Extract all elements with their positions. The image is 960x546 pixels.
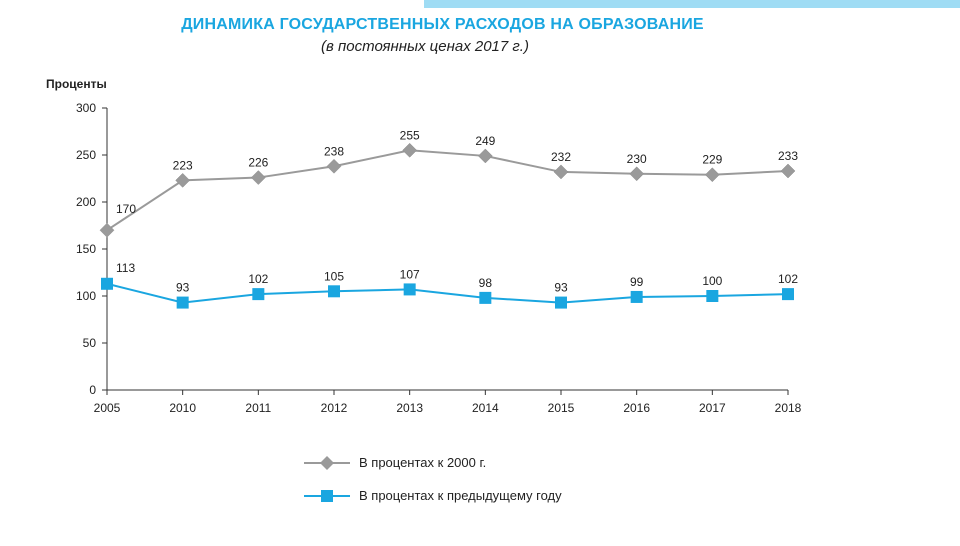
data-label: 105 [324, 269, 344, 283]
square-marker [176, 296, 189, 309]
y-tick-label: 150 [76, 242, 96, 256]
data-label: 230 [627, 152, 647, 166]
x-tick-label: 2005 [94, 401, 121, 415]
square-marker [782, 288, 794, 301]
y-tick-label: 100 [76, 289, 96, 303]
diamond-marker [704, 167, 720, 183]
data-label: 238 [324, 144, 344, 158]
diamond-marker [250, 170, 266, 185]
x-tick-label: 2016 [623, 401, 650, 415]
legend-label: В процентах к 2000 г. [359, 455, 486, 470]
legend-square-marker [321, 490, 333, 502]
data-label: 93 [176, 281, 190, 295]
x-tick-label: 2012 [321, 401, 348, 415]
y-tick-label: 300 [76, 101, 96, 115]
data-label: 107 [400, 267, 420, 281]
x-tick-label: 2011 [245, 401, 271, 415]
data-label: 113 [116, 261, 135, 275]
square-marker [479, 291, 492, 304]
data-label: 98 [479, 276, 493, 290]
series-lines [106, 149, 789, 304]
chart-title: ДИНАМИКА ГОСУДАРСТВЕННЫХ РАСХОДОВ НА ОБР… [181, 16, 704, 33]
legend-diamond-marker [320, 456, 334, 470]
legend: В процентах к 2000 г. В процентах к преды… [304, 455, 562, 503]
diamond-marker [175, 173, 191, 188]
legend-label: В процентах к предыдущему году [359, 488, 562, 503]
data-label: 232 [551, 150, 571, 164]
square-marker [555, 296, 567, 309]
diamond-marker [99, 222, 115, 238]
data-label: 255 [400, 128, 420, 142]
y-tick-label: 200 [76, 195, 96, 209]
x-tick-label: 2018 [775, 401, 802, 415]
data-label: 229 [702, 153, 722, 167]
y-tick-label: 50 [83, 336, 97, 350]
square-marker [328, 285, 340, 298]
diamond-marker [477, 148, 493, 164]
diamond-marker [326, 158, 342, 174]
data-label: 170 [116, 202, 136, 216]
series-line-0 [106, 149, 789, 232]
axes: 0 50 100 150 200 250 300 2005 2010 2011 2012 2013 20… [76, 101, 802, 415]
series-markers [99, 142, 796, 309]
x-tick-label: 2014 [472, 401, 499, 415]
x-tick-label: 2013 [396, 401, 423, 415]
square-marker [101, 277, 113, 290]
data-label: 102 [248, 272, 268, 286]
diamond-marker [553, 164, 569, 180]
y-tick-label: 250 [76, 148, 96, 162]
data-label: 249 [475, 134, 495, 148]
series-line-1 [106, 282, 789, 304]
square-marker [630, 290, 643, 303]
x-tick-label: 2015 [548, 401, 575, 415]
data-label: 223 [173, 158, 193, 172]
x-tick-label: 2017 [699, 401, 726, 415]
diamond-marker [402, 142, 418, 158]
square-marker [403, 283, 416, 296]
x-tick-label: 2010 [169, 401, 196, 415]
y-axis-label: Проценты [46, 77, 107, 91]
top-accent-bar [424, 0, 960, 8]
diamond-marker [780, 163, 796, 179]
y-tick-label: 0 [89, 383, 96, 397]
data-label: 93 [554, 281, 568, 295]
data-label: 233 [778, 149, 798, 163]
square-marker [706, 290, 719, 302]
data-label: 100 [702, 274, 722, 288]
data-labels: 170 223 226 238 255 249 232 230 229 233 113 93 102 10… [116, 128, 798, 294]
data-label: 99 [630, 275, 644, 289]
square-marker [252, 288, 265, 301]
chart-subtitle: (в постоянных ценах 2017 г.) [321, 38, 529, 55]
data-label: 102 [778, 272, 798, 286]
data-label: 226 [248, 156, 268, 170]
diamond-marker [629, 166, 645, 182]
